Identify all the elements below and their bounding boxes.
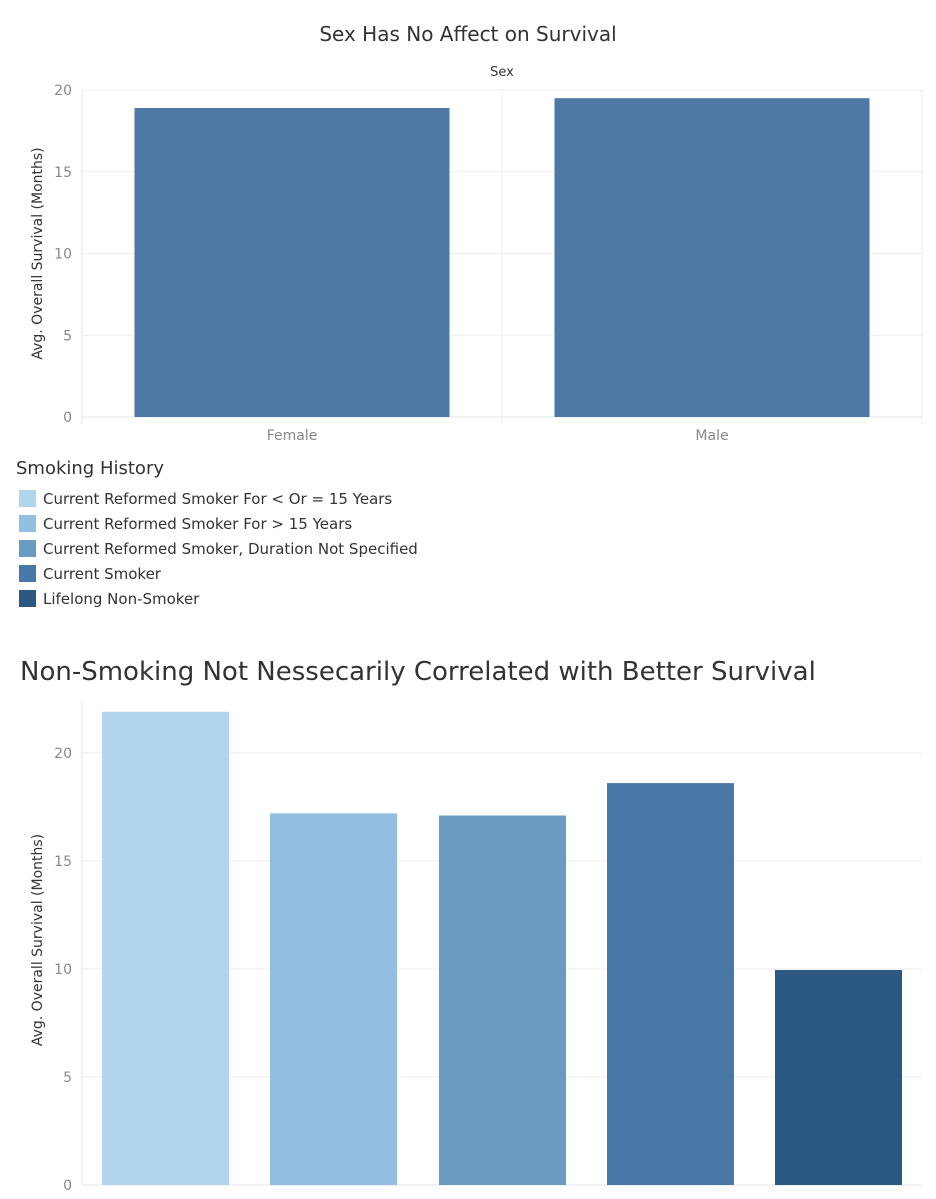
y-tick-label: 15	[54, 165, 72, 181]
legend-label: Current Reformed Smoker For > 15 Years	[43, 514, 353, 533]
legend-label: Current Smoker	[43, 564, 161, 583]
bar-smoking-0	[102, 711, 229, 1185]
y-axis-label: Avg. Overall Survival (Months)	[30, 147, 46, 359]
column-header: Sex	[490, 65, 514, 80]
legend-item[interactable]: Current Smoker	[16, 561, 516, 586]
bar-female	[134, 107, 450, 418]
sex-survival-chart: Sex Has No Affect on Survival Sex 0 5 10 15 20…	[30, 22, 923, 444]
chart-title: Sex Has No Affect on Survival	[319, 22, 616, 46]
legend-label: Current Reformed Smoker, Duration Not Sp…	[43, 539, 418, 558]
y-tick-label: 5	[63, 328, 72, 344]
x-tick-label: Female	[267, 428, 318, 444]
legend-swatch	[19, 490, 36, 507]
legend-swatch	[19, 590, 36, 607]
legend-item[interactable]: Current Reformed Smoker, Duration Not Sp…	[16, 536, 516, 561]
y-tick-label: 20	[54, 83, 72, 99]
legend-item[interactable]: Lifelong Non-Smoker	[16, 586, 516, 611]
y-tick-label: 15	[54, 854, 72, 870]
chart-title: Non-Smoking Not Nessecarily Correlated w…	[20, 657, 816, 687]
y-axis-label: Avg. Overall Survival (Months)	[30, 834, 46, 1046]
legend-title: Smoking History	[16, 458, 164, 479]
bar-smoking-3	[607, 783, 734, 1185]
bar-smoking-1	[270, 813, 397, 1185]
legend-label: Lifelong Non-Smoker	[43, 589, 200, 608]
y-tick-label: 10	[54, 962, 72, 978]
legend-items: Current Reformed Smoker For < Or = 15 Ye…	[16, 486, 516, 611]
bar-male	[554, 98, 870, 418]
legend-swatch	[19, 540, 36, 557]
legend-item[interactable]: Current Reformed Smoker For > 15 Years	[16, 511, 516, 536]
y-tick-label: 20	[54, 746, 72, 762]
smoking-survival-chart: Non-Smoking Not Nessecarily Correlated w…	[20, 657, 922, 1194]
x-tick-label: Male	[695, 428, 728, 444]
y-tick-label: 10	[54, 247, 72, 263]
legend-swatch	[19, 565, 36, 582]
smoking-history-legend: Smoking History Current Reformed Smoker …	[16, 458, 516, 611]
legend-swatch	[19, 515, 36, 532]
y-tick-label: 0	[63, 1178, 72, 1194]
legend-label: Current Reformed Smoker For < Or = 15 Ye…	[43, 489, 393, 508]
bar-smoking-4	[775, 970, 902, 1185]
y-tick-label: 5	[63, 1070, 72, 1086]
bar-smoking-2	[439, 815, 566, 1185]
y-tick-label: 0	[63, 410, 72, 426]
legend-item[interactable]: Current Reformed Smoker For < Or = 15 Ye…	[16, 486, 516, 511]
